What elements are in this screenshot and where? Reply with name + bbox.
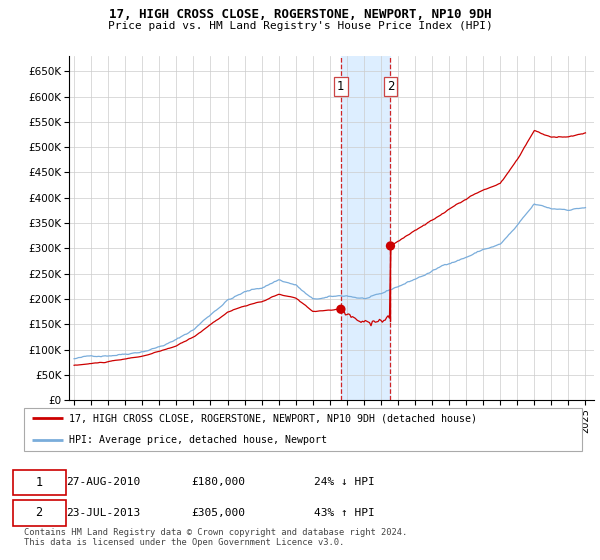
Text: 1: 1 <box>337 80 344 93</box>
Point <box>386 241 395 250</box>
Text: 17, HIGH CROSS CLOSE, ROGERSTONE, NEWPORT, NP10 9DH: 17, HIGH CROSS CLOSE, ROGERSTONE, NEWPOR… <box>109 8 491 21</box>
Text: 23-JUL-2013: 23-JUL-2013 <box>66 508 140 518</box>
Text: Price paid vs. HM Land Registry's House Price Index (HPI): Price paid vs. HM Land Registry's House … <box>107 21 493 31</box>
FancyBboxPatch shape <box>24 408 582 451</box>
Text: £305,000: £305,000 <box>191 508 245 518</box>
Text: This data is licensed under the Open Government Licence v3.0.: This data is licensed under the Open Gov… <box>24 538 344 547</box>
Text: Contains HM Land Registry data © Crown copyright and database right 2024.: Contains HM Land Registry data © Crown c… <box>24 528 407 537</box>
FancyBboxPatch shape <box>13 469 66 495</box>
Text: 1: 1 <box>35 475 43 489</box>
Text: 43% ↑ HPI: 43% ↑ HPI <box>314 508 375 518</box>
Text: £180,000: £180,000 <box>191 477 245 487</box>
Text: 2: 2 <box>387 80 394 93</box>
FancyBboxPatch shape <box>13 500 66 526</box>
Text: HPI: Average price, detached house, Newport: HPI: Average price, detached house, Newp… <box>68 435 326 445</box>
Point <box>336 305 346 314</box>
Text: 2: 2 <box>35 506 43 520</box>
Text: 24% ↓ HPI: 24% ↓ HPI <box>314 477 375 487</box>
Bar <box>341 56 391 400</box>
Text: 27-AUG-2010: 27-AUG-2010 <box>66 477 140 487</box>
Text: 17, HIGH CROSS CLOSE, ROGERSTONE, NEWPORT, NP10 9DH (detached house): 17, HIGH CROSS CLOSE, ROGERSTONE, NEWPOR… <box>68 413 476 423</box>
